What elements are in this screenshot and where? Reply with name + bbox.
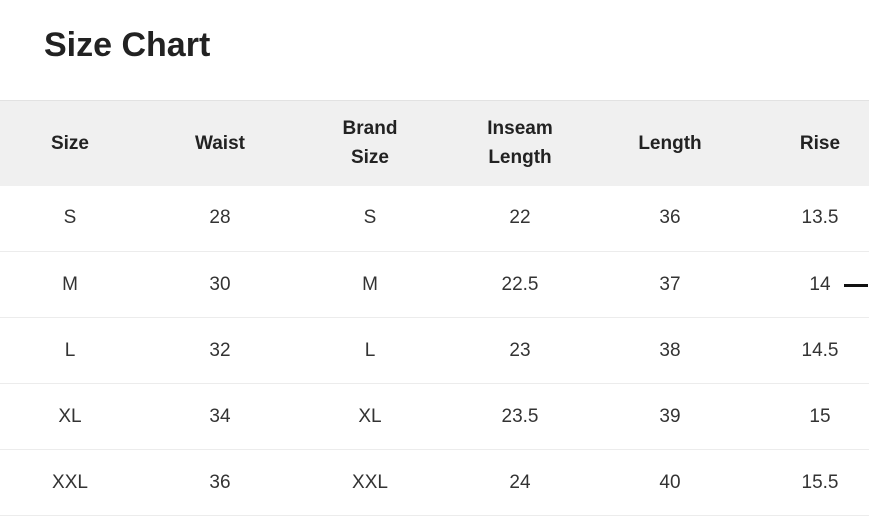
table-cell: 36 [209, 471, 231, 493]
table-cell: 28 [209, 207, 231, 229]
table-cell: 36 [659, 207, 681, 229]
table-cell: 34 [209, 405, 231, 427]
page-title: Size Chart [44, 26, 211, 64]
table-cell: 38 [659, 339, 681, 361]
table-cell: 40 [659, 471, 681, 493]
column-header: Length [638, 132, 702, 154]
column-header: Inseam Length [487, 118, 553, 169]
table-cell: XXL [52, 471, 88, 493]
table-cell: L [364, 339, 376, 361]
table-cell: 22 [509, 207, 531, 229]
table-cell: M [362, 273, 378, 295]
column-header: Brand Size [342, 118, 398, 169]
table-cell: 22.5 [501, 273, 539, 295]
table-row: XL 34 XL 23.5 39 15 [0, 384, 869, 450]
table-row: L 32 L 23 38 14.5 [0, 318, 869, 384]
table-cell: S [63, 207, 77, 229]
table-cell: 32 [209, 339, 231, 361]
table-cell: 23.5 [501, 405, 539, 427]
table-cell: 23 [509, 339, 531, 361]
minimize-icon[interactable] [844, 284, 868, 287]
column-header: Size [50, 132, 90, 154]
table-cell: 15 [809, 405, 831, 427]
column-header: Rise [799, 132, 841, 154]
table-cell: 15.5 [801, 471, 839, 493]
table-cell: S [363, 207, 377, 229]
table-cell: 14 [809, 273, 831, 295]
size-chart-table: Size Waist Brand Size Inseam Length Length Rise… [0, 100, 869, 516]
table-cell: XL [58, 405, 82, 427]
table-row: M 30 M 22.5 37 14 [0, 252, 869, 318]
table-cell: M [62, 273, 78, 295]
table-cell: 30 [209, 273, 231, 295]
table-cell: 37 [659, 273, 681, 295]
table-row: S 28 S 22 36 13.5 [0, 186, 869, 252]
table-cell: XL [358, 405, 382, 427]
table-cell: 14.5 [801, 339, 839, 361]
table-cell: XXL [352, 471, 388, 493]
column-header: Waist [195, 132, 245, 154]
table-cell: 39 [659, 405, 681, 427]
header-row: Size Waist Brand Size Inseam Length Length Rise [0, 100, 869, 186]
table-cell: 24 [509, 471, 531, 493]
table-row: XXL 36 XXL 24 40 15.5 [0, 450, 869, 516]
table-cell: 13.5 [801, 207, 839, 229]
table-cell: L [64, 339, 76, 361]
